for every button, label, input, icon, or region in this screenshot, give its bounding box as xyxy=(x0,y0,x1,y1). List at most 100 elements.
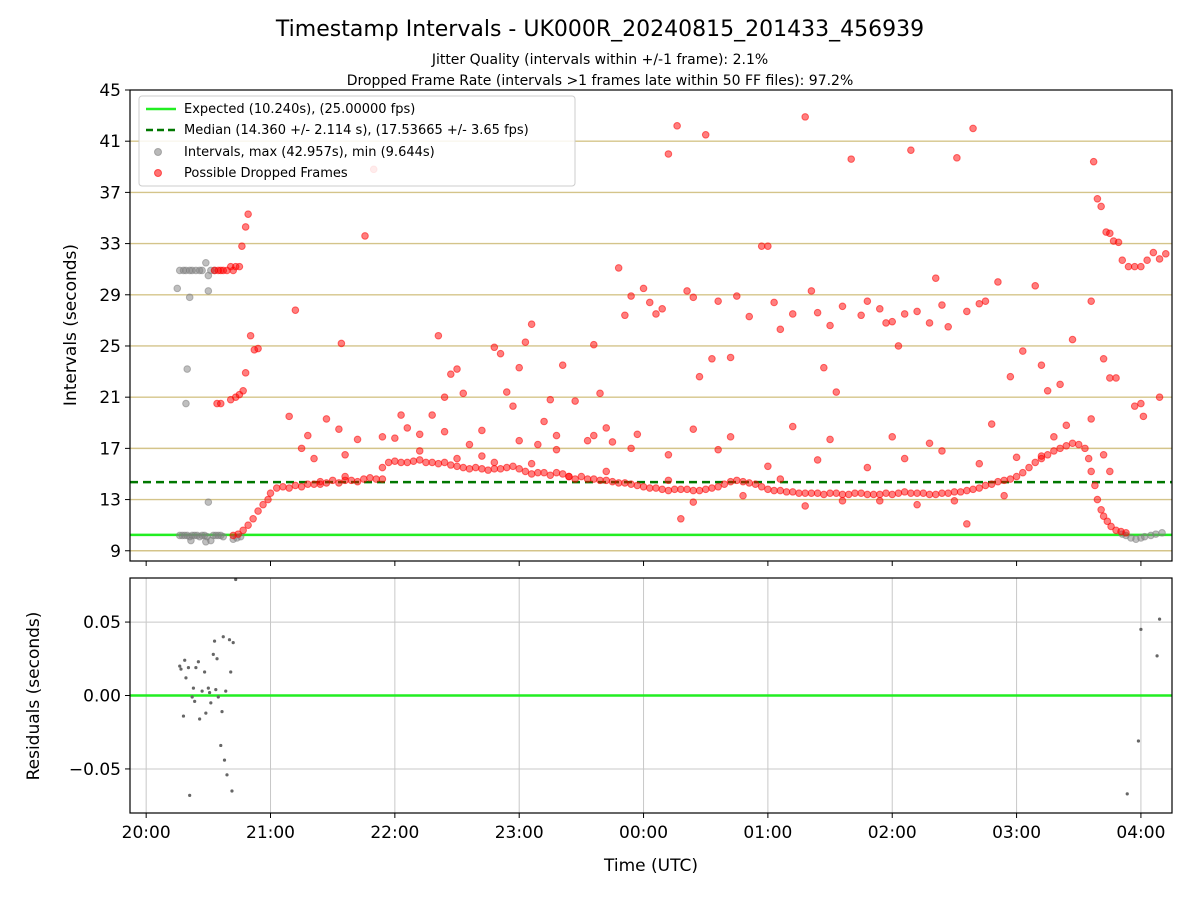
dropped-frame-point xyxy=(515,436,523,445)
x-tick-label: 00:00 xyxy=(619,823,668,843)
dropped-frame-point xyxy=(347,476,356,485)
dropped-frame-point xyxy=(527,320,536,329)
dropped-frame-point xyxy=(602,467,611,476)
dropped-frame-point xyxy=(847,155,855,163)
dropped-frame-point xyxy=(1130,262,1139,271)
dropped-frame-point xyxy=(353,477,362,486)
dropped-frame-point xyxy=(863,297,872,305)
dropped-frame-point xyxy=(447,370,455,378)
dropped-frame-point xyxy=(264,495,272,504)
dropped-frame-point xyxy=(254,507,262,515)
dropped-frame-point xyxy=(639,284,648,293)
dropped-frame-point xyxy=(714,482,722,491)
dropped-frame-point xyxy=(1043,450,1052,459)
dropped-frame-point xyxy=(310,454,318,463)
dropped-frame-point xyxy=(534,468,542,477)
dropped-frame-point xyxy=(391,434,399,442)
interval-point xyxy=(204,287,213,295)
dropped-frame-point xyxy=(931,490,940,499)
dropped-frame-point xyxy=(341,450,349,459)
dropped-frame-point xyxy=(502,388,511,396)
dropped-frame-point xyxy=(459,389,468,398)
dropped-frame-point xyxy=(875,490,884,499)
residual-point xyxy=(190,695,194,699)
dropped-frame-point xyxy=(838,497,847,505)
dropped-frame-point xyxy=(701,485,710,494)
dropped-frame-point xyxy=(1155,393,1164,401)
dropped-frame-point xyxy=(1124,262,1133,271)
interval-point xyxy=(173,284,182,293)
dropped-frame-point xyxy=(875,497,884,505)
dropped-frame-point xyxy=(1081,444,1089,453)
dropped-frame-point xyxy=(415,430,424,439)
dropped-frame-point xyxy=(291,306,300,314)
chart-subtitle-dropped: Dropped Frame Rate (intervals >1 frames … xyxy=(347,73,854,89)
residual-point xyxy=(200,689,204,693)
dropped-frame-point xyxy=(552,445,561,454)
dropped-frame-point xyxy=(337,339,346,348)
dropped-frame-point xyxy=(378,433,387,441)
dropped-frame-point xyxy=(1000,491,1008,500)
dropped-frame-point xyxy=(931,274,940,282)
dropped-frame-point xyxy=(907,489,915,497)
dropped-frame-point xyxy=(453,462,461,471)
residual-point xyxy=(191,686,196,690)
dropped-frame-point xyxy=(745,312,754,321)
dropped-frame-point xyxy=(894,342,903,350)
dropped-frame-point xyxy=(938,447,946,455)
dropped-frame-point xyxy=(695,486,704,495)
dropped-frame-point xyxy=(919,489,928,497)
x-axis-label: Time (UTC) xyxy=(603,856,698,876)
dropped-frame-point xyxy=(521,338,530,346)
residual-point xyxy=(227,638,232,642)
residual-point xyxy=(219,743,223,748)
dropped-frame-point xyxy=(776,475,785,483)
dropped-frame-point xyxy=(310,480,318,489)
dropped-frame-point xyxy=(645,484,654,492)
dropped-frame-point xyxy=(1099,512,1108,521)
dropped-frame-point xyxy=(1087,467,1095,476)
x-tick-label: 03:00 xyxy=(992,823,1041,843)
legend-intervals-swatch xyxy=(154,148,162,156)
dropped-frame-point xyxy=(304,480,312,489)
dropped-frame-point xyxy=(1087,415,1095,423)
dropped-frame-point xyxy=(465,465,474,473)
dropped-frame-point xyxy=(596,389,604,398)
top-y-tick-label: 9 xyxy=(110,542,121,562)
dropped-frame-point xyxy=(515,465,523,473)
dropped-frame-point xyxy=(764,242,772,250)
dropped-frame-point xyxy=(1103,517,1112,526)
dropped-frame-point xyxy=(478,426,486,435)
dropped-frame-point xyxy=(913,307,921,316)
dropped-frame-point xyxy=(459,463,468,472)
dropped-frame-point xyxy=(1093,495,1102,504)
dropped-frame-point xyxy=(239,386,247,395)
dropped-frame-point xyxy=(944,322,952,331)
dropped-frame-point xyxy=(645,298,654,307)
dropped-frame-point xyxy=(963,486,971,495)
dropped-frame-point xyxy=(975,459,984,468)
dropped-frame-point xyxy=(820,363,828,372)
dropped-frame-point xyxy=(953,154,961,162)
dropped-frame-point xyxy=(540,468,548,477)
dropped-frame-point xyxy=(484,466,492,474)
dropped-frame-point xyxy=(708,354,716,363)
top-y-tick-label: 13 xyxy=(99,491,121,511)
dropped-frame-point xyxy=(832,388,841,396)
dropped-frame-point xyxy=(521,467,530,476)
residual-point xyxy=(229,670,233,674)
dropped-frame-point xyxy=(502,463,511,472)
dropped-frame-point xyxy=(820,490,828,499)
bottom-y-tick-label: 0.00 xyxy=(83,687,121,707)
dropped-frame-point xyxy=(583,475,592,483)
top-y-tick-label: 33 xyxy=(99,235,121,255)
dropped-frame-point xyxy=(664,450,673,459)
dropped-frame-point xyxy=(447,461,455,469)
interval-point xyxy=(219,532,228,541)
residual-point xyxy=(204,711,208,715)
dropped-frame-point xyxy=(496,465,505,473)
dropped-frame-point xyxy=(633,430,642,439)
dropped-frame-point xyxy=(981,481,990,490)
dropped-frame-point xyxy=(397,411,405,419)
dropped-frame-point xyxy=(1068,439,1077,448)
